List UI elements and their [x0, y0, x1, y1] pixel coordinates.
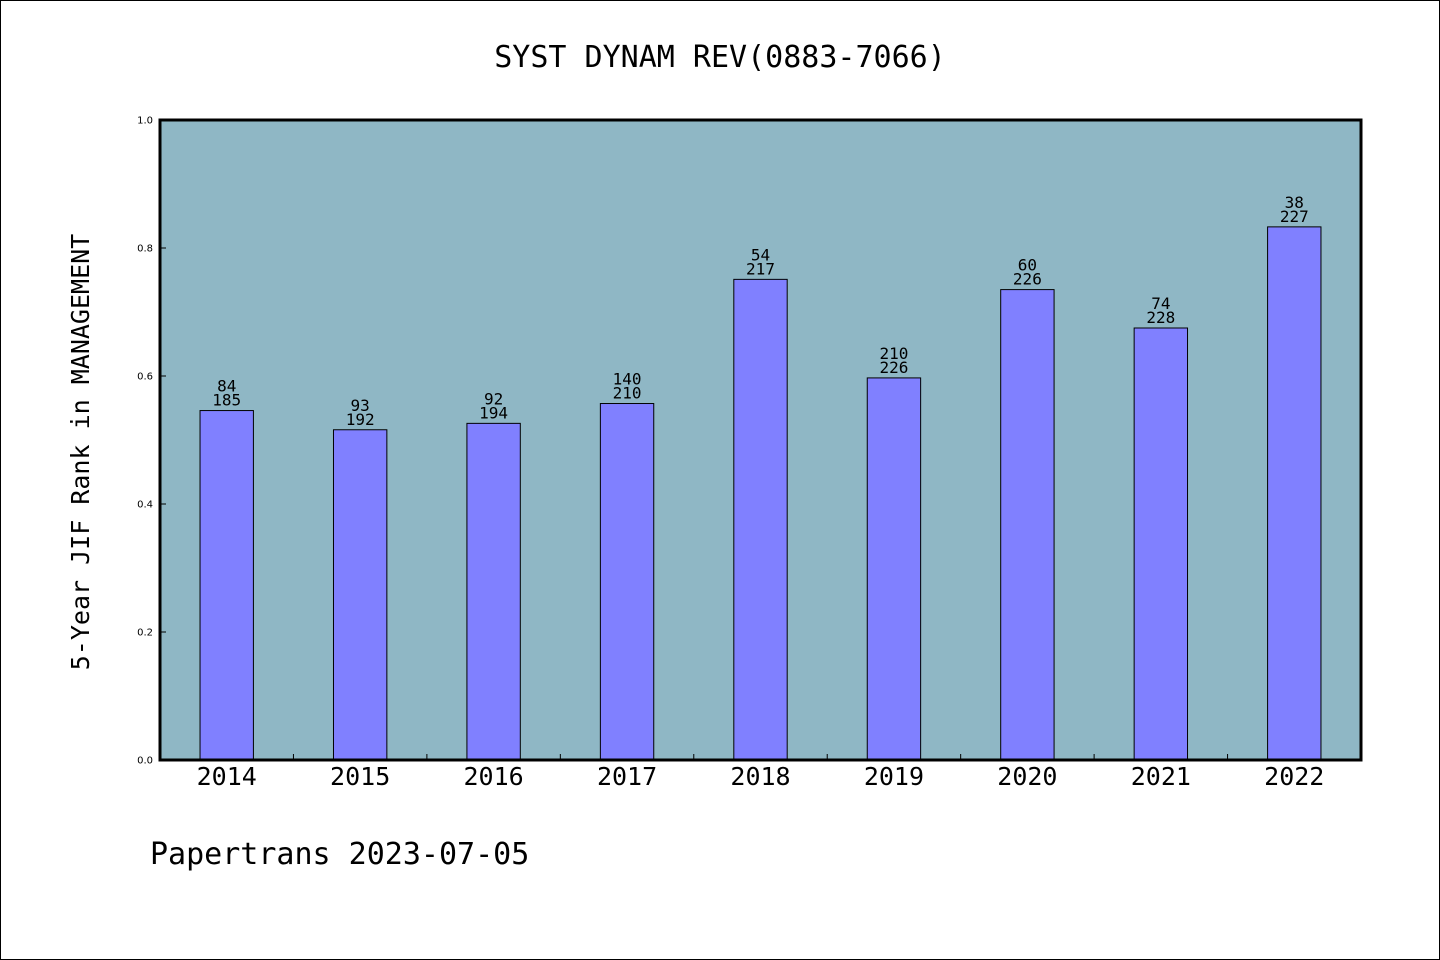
bar-label-total: 217 [746, 259, 775, 278]
bar-label-total: 228 [1146, 308, 1175, 327]
x-tick-label: 2020 [997, 762, 1057, 791]
bar-label-total: 194 [479, 403, 508, 422]
x-tick-label: 2018 [730, 762, 790, 791]
bar-label-total: 227 [1280, 207, 1309, 226]
chart-title: SYST DYNAM REV(0883-7066) [494, 40, 946, 75]
bar-label-rank: 92 [484, 389, 503, 408]
bar-label-total: 210 [613, 384, 642, 403]
bar-label-total: 226 [879, 358, 908, 377]
bar-2018 [733, 278, 788, 761]
x-tick-label: 2021 [1131, 762, 1191, 791]
y-tick-label: 0.4 [137, 500, 153, 511]
bar-label-total: 185 [212, 391, 241, 410]
bar-label-rank: 210 [879, 344, 908, 363]
x-tick-label: 2014 [197, 762, 257, 791]
bar-label-total: 226 [1013, 270, 1042, 289]
bar-label-rank: 84 [217, 377, 236, 396]
y-tick-label: 0.2 [137, 628, 153, 639]
bar-2014 [199, 410, 254, 761]
bar-label-rank: 93 [351, 396, 370, 415]
y-axis-label: 5-Year JIF Rank in MANAGEMENT [66, 234, 95, 671]
y-tick-label: 0.8 [137, 244, 153, 255]
x-tick-label: 2016 [464, 762, 524, 791]
y-tick-label: 0.0 [137, 756, 153, 767]
bar-2020 [1000, 289, 1055, 761]
x-tick-label: 2015 [330, 762, 390, 791]
y-tick-label: 0.6 [137, 372, 153, 383]
x-tick-label: 2017 [597, 762, 657, 791]
x-tick-label: 2019 [864, 762, 924, 791]
bar-label-rank: 60 [1018, 256, 1037, 275]
bar-label-rank: 140 [613, 370, 642, 389]
x-tick-label: 2022 [1264, 762, 1324, 791]
bar-2021 [1133, 327, 1189, 761]
bar-2015 [332, 429, 388, 761]
ticks-layer: 0.0 0.2 0.4 0.6 0.8 1.0 2014 2015 2016 2017 2018 20… [137, 116, 1324, 792]
bar-2019 [866, 377, 922, 761]
bar-2016 [466, 422, 521, 761]
bar-label-rank: 38 [1285, 193, 1304, 212]
bar-2017 [599, 403, 655, 761]
bar-2022 [1267, 226, 1322, 761]
y-tick-label: 1.0 [137, 116, 153, 127]
bar-label-rank: 54 [751, 245, 770, 264]
footer-text: Papertrans 2023-07-05 [150, 837, 529, 872]
bar-label-rank: 74 [1151, 294, 1170, 313]
plot-border [158, 118, 1363, 762]
bar-label-total: 192 [346, 410, 375, 429]
